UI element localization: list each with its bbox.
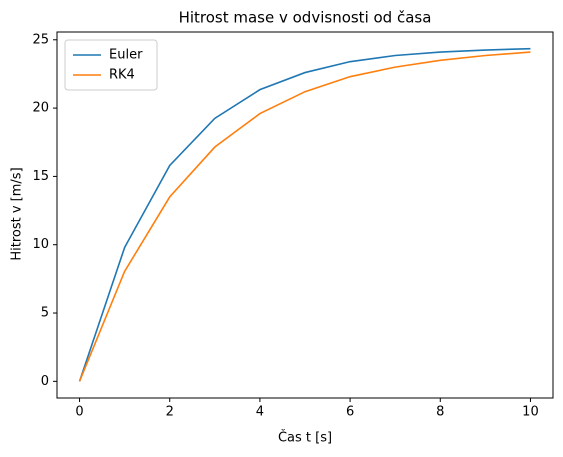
- y-tick-label: 0: [41, 374, 49, 389]
- y-tick-label: 20: [32, 101, 49, 116]
- line-series: [78, 51, 531, 382]
- y-tick-label: 10: [32, 237, 49, 252]
- legend-label: RK4: [109, 68, 135, 83]
- x-axis-label: Čas t [s]: [278, 430, 332, 446]
- plot-frame: [56, 31, 554, 399]
- line-series: [78, 47, 531, 382]
- x-tick-label: 6: [346, 405, 354, 420]
- chart-title: Hitrost mase v odvisnosti od časa: [179, 9, 432, 27]
- x-tick-label: 0: [75, 405, 83, 420]
- x-tick-label: 4: [256, 405, 264, 420]
- x-tick-label: 8: [436, 405, 444, 420]
- x-tick-label: 2: [166, 405, 174, 420]
- legend-label: Euler: [109, 48, 143, 63]
- y-tick-label: 15: [32, 169, 49, 184]
- x-tick-label: 10: [522, 405, 539, 420]
- legend-box: [64, 39, 158, 91]
- y-axis-label: Hitrost v [m/s]: [10, 167, 25, 260]
- y-tick-label: 5: [41, 306, 49, 321]
- y-tick-label: 25: [32, 32, 49, 47]
